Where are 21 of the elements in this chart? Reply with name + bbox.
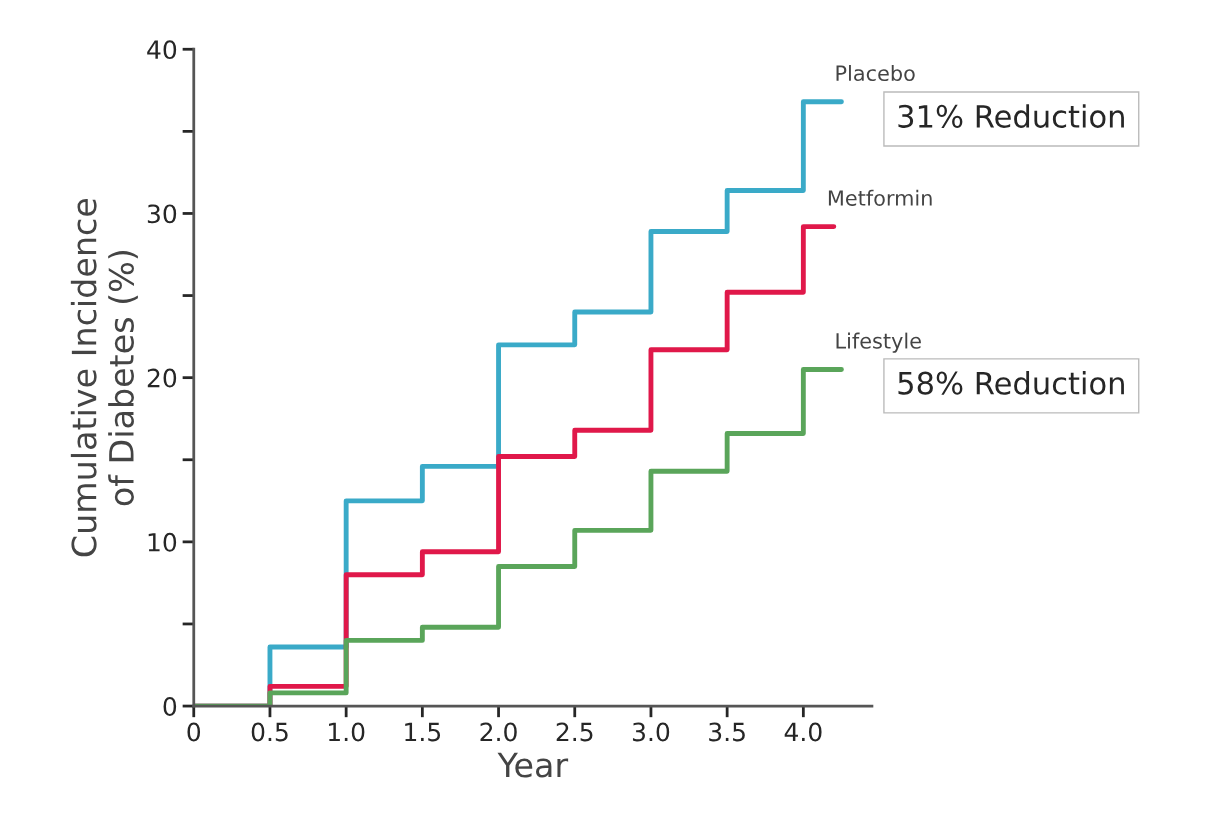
y-tick-label: 40 <box>147 40 177 60</box>
series-label: Placebo <box>836 64 915 82</box>
x-axis-title: Year <box>497 752 569 778</box>
y-tick-label: 20 <box>147 368 177 388</box>
y-tick-label: 10 <box>148 532 177 552</box>
x-tick-label: 2.5 <box>556 722 593 742</box>
x-tick-label: 0.5 <box>251 722 288 742</box>
y-axis-title: Cumulative Incidence of Diabetes (%) <box>70 198 138 557</box>
x-tick-label: 3.5 <box>709 722 745 742</box>
text: 58% Reduction <box>898 371 1124 395</box>
x-tick-label: 1.0 <box>329 722 365 742</box>
y-tick-label: 0 <box>163 697 177 716</box>
x-tick-label: 0 <box>187 722 201 742</box>
x-tick-label: 4.0 <box>784 722 822 742</box>
x-tick-label: 1.5 <box>405 722 441 742</box>
x-tick-label: 2.0 <box>480 722 517 742</box>
series-label: Lifestyle <box>836 332 921 353</box>
text: 31% Reduction <box>898 104 1124 128</box>
series-label: Metformin <box>828 189 932 206</box>
y-tick-label: 30 <box>147 204 177 224</box>
x-tick-label: 3.0 <box>632 722 670 742</box>
